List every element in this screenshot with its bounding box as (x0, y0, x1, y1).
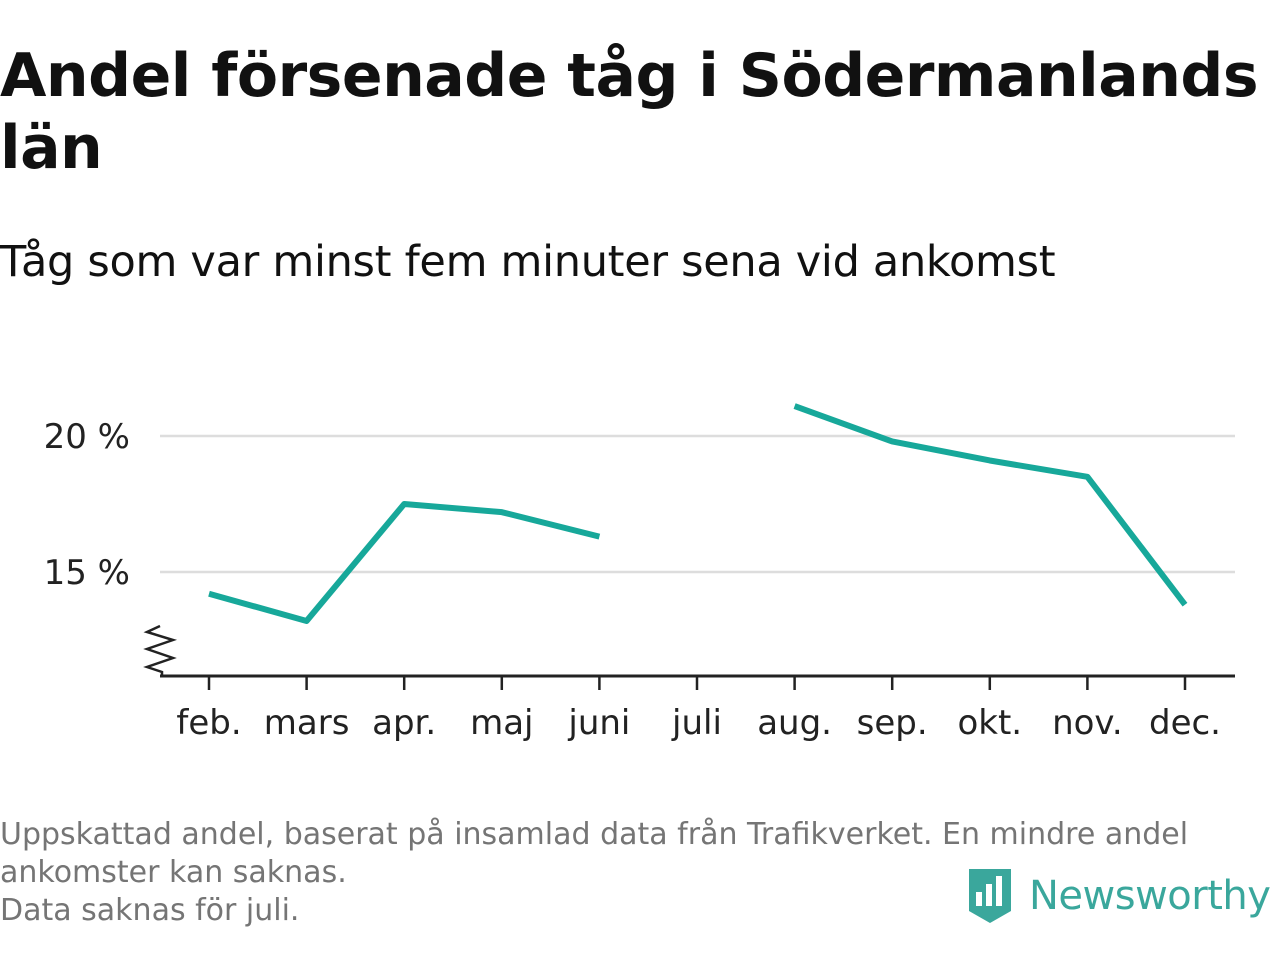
x-axis-ticks: feb. mars apr. maj juni juli aug. sep. okt. nov. d… (176, 676, 1221, 743)
x-tick-label: okt. (957, 703, 1022, 743)
axis-break-icon (143, 624, 178, 676)
newsworthy-logo-icon (969, 869, 1011, 923)
x-tick-label: dec. (1149, 703, 1221, 743)
x-tick-label: sep. (857, 703, 928, 743)
y-tick-label: 15 % (44, 553, 130, 593)
footer-note-missing: Data saknas för juli. (0, 893, 300, 928)
series-line-segment (208, 501, 601, 624)
x-tick-label: aug. (757, 703, 832, 743)
x-tick-label: feb. (176, 703, 241, 743)
line-chart: 15 % 20 % feb. mars apr. maj juni juli aug. sep.… (44, 403, 1235, 743)
x-tick-label: mars (264, 703, 350, 743)
chart-title: Andel försenade tåg i Södermanlands län (0, 41, 1259, 183)
y-tick-label: 20 % (44, 417, 130, 457)
chart-subtitle: Tåg som var minst fem minuter sena vid a… (0, 237, 1056, 287)
x-tick-label: juni (567, 703, 630, 743)
series-line (208, 403, 1188, 624)
brand-logo: Newsworthy (965, 866, 1271, 926)
x-tick-label: nov. (1052, 703, 1123, 743)
gridlines (160, 434, 1235, 574)
y-axis-ticks: 15 % 20 % (44, 417, 130, 593)
x-tick-label: maj (470, 703, 533, 743)
series-line-segment (793, 403, 1188, 607)
footer-note-source: Uppskattad andel, baserat på insamlad da… (0, 817, 1189, 890)
x-tick-label: apr. (372, 703, 436, 743)
x-axis (143, 624, 1235, 678)
x-tick-label: juli (671, 703, 722, 743)
brand-name: Newsworthy (1029, 873, 1271, 919)
footer-notes: Uppskattad andel, baserat på insamlad da… (0, 816, 1265, 930)
